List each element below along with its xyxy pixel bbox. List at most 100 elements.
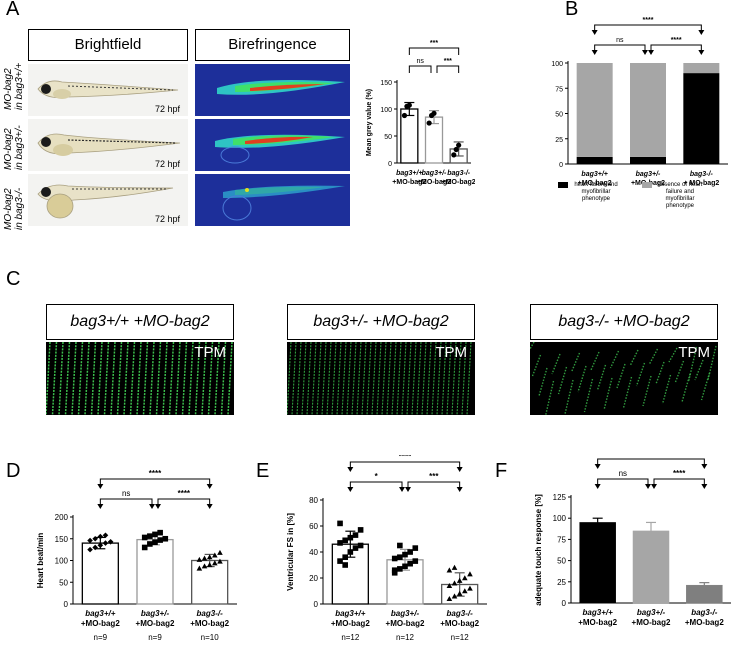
striation-line bbox=[287, 342, 292, 415]
bar bbox=[191, 559, 229, 605]
striation-line bbox=[326, 342, 332, 415]
y-tick-label: 75 bbox=[555, 86, 563, 93]
y-tick-label: 0 bbox=[562, 599, 567, 608]
striation-line bbox=[306, 342, 312, 415]
striation-line bbox=[406, 342, 412, 415]
stacked-bar-segment bbox=[576, 156, 613, 164]
y-tick-label: 0 bbox=[559, 162, 563, 169]
birefringence-image-2 bbox=[195, 119, 350, 171]
striation-line bbox=[64, 342, 71, 415]
data-point bbox=[92, 544, 98, 551]
data-point bbox=[157, 537, 163, 543]
striation-line bbox=[577, 365, 587, 393]
y-tick-label: 150 bbox=[380, 80, 392, 87]
striation-line bbox=[207, 342, 214, 415]
striation-line bbox=[220, 342, 227, 415]
stacked-bar-segment bbox=[630, 63, 666, 157]
striation-line bbox=[590, 351, 600, 371]
significance-bracket bbox=[349, 481, 403, 489]
y-tick-label: 125 bbox=[553, 493, 567, 502]
significance-label: **** bbox=[671, 37, 682, 44]
significance-bracket bbox=[157, 498, 211, 506]
bracket-arrow bbox=[399, 487, 405, 492]
striation-line bbox=[296, 342, 302, 415]
bracket-arrow bbox=[591, 50, 598, 55]
category-label: bag3-/- bbox=[447, 170, 471, 177]
bracket-arrow bbox=[698, 30, 705, 35]
bar bbox=[632, 530, 670, 604]
birefringence-signal bbox=[222, 185, 345, 221]
striation-line bbox=[635, 362, 646, 387]
data-point bbox=[456, 577, 463, 583]
striation-line bbox=[181, 342, 188, 415]
category-label: + MO-bag2 bbox=[683, 180, 719, 187]
bracket-arrow bbox=[698, 50, 705, 55]
striation-line bbox=[51, 342, 58, 415]
data-point bbox=[412, 558, 419, 564]
category-label: +MO-bag2 bbox=[578, 180, 612, 187]
category-label: +MO-bag2 bbox=[136, 619, 175, 628]
brightfield-image-1: 72 hpf bbox=[28, 64, 188, 116]
n-label: n=9 bbox=[94, 633, 108, 642]
stain-image-2: TPM bbox=[287, 342, 475, 415]
data-point bbox=[407, 560, 413, 567]
bracket-arrow bbox=[206, 504, 213, 509]
striation-line bbox=[301, 342, 307, 415]
data-point bbox=[201, 563, 208, 569]
data-point bbox=[453, 146, 459, 153]
striation-line bbox=[311, 342, 317, 415]
significance-label: *** bbox=[444, 58, 452, 65]
data-point bbox=[217, 549, 223, 555]
data-point bbox=[451, 152, 457, 158]
data-point bbox=[462, 588, 468, 594]
striation-line bbox=[214, 342, 220, 415]
category-label: +MO-bag2 bbox=[632, 618, 671, 627]
significance-label: *** bbox=[429, 472, 439, 481]
y-tick-label: 0 bbox=[388, 161, 392, 168]
data-point bbox=[217, 558, 223, 564]
significance-bracket bbox=[594, 44, 646, 52]
striation-line bbox=[162, 342, 168, 415]
n-label: n=12 bbox=[396, 633, 415, 642]
y-axis-label: Heart beat/min bbox=[36, 533, 45, 589]
legend-swatch bbox=[642, 182, 652, 188]
data-point bbox=[451, 593, 458, 599]
category-label: +MO-bag2 bbox=[685, 618, 724, 627]
data-point bbox=[397, 566, 403, 572]
bracket-arrow bbox=[97, 484, 104, 489]
panel-label-e: E bbox=[256, 460, 270, 482]
striation-line bbox=[71, 342, 77, 415]
row-label-2: MO-bag2 in bag3+/- bbox=[3, 125, 25, 170]
data-point bbox=[147, 541, 153, 547]
data-point bbox=[347, 534, 354, 541]
data-point bbox=[337, 540, 343, 546]
y-axis-label: Ventricular FS in [%] bbox=[286, 513, 295, 591]
bracket-arrow bbox=[651, 484, 657, 489]
data-point bbox=[446, 583, 453, 589]
category-label: bag3+/+ bbox=[583, 608, 614, 617]
y-axis-label: Mean grey value (%) bbox=[366, 89, 373, 156]
significance-label: ns bbox=[122, 489, 130, 498]
striation-line bbox=[401, 342, 407, 415]
bracket-arrow bbox=[642, 50, 648, 55]
category-label: bag3+/- bbox=[391, 609, 420, 618]
striation-line bbox=[603, 377, 613, 411]
data-point bbox=[462, 575, 468, 581]
bracket-arrow bbox=[594, 464, 601, 469]
significance-bracket bbox=[99, 478, 211, 486]
striation-line bbox=[596, 364, 607, 391]
bracket-arrow bbox=[206, 484, 213, 489]
striation-line bbox=[316, 342, 322, 415]
significance-bracket bbox=[597, 478, 649, 486]
striation-line bbox=[356, 342, 362, 415]
data-point bbox=[141, 544, 148, 551]
striation-line bbox=[557, 366, 568, 395]
bracket-arrow bbox=[347, 487, 354, 492]
significance-label: ns bbox=[416, 58, 424, 65]
category-label: bag3-/- bbox=[197, 609, 224, 618]
data-point bbox=[352, 545, 359, 551]
striation-line bbox=[188, 342, 194, 415]
larva-drawing bbox=[37, 80, 179, 99]
data-point bbox=[467, 585, 473, 591]
striation-line bbox=[331, 342, 337, 415]
